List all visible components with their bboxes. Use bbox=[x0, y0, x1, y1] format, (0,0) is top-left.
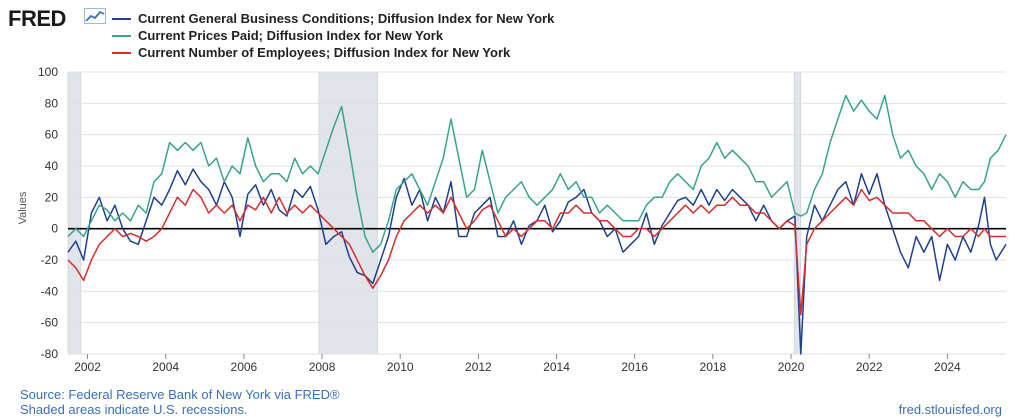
legend-swatch bbox=[112, 17, 131, 20]
y-axis-label: Values bbox=[17, 191, 29, 224]
x-tick-label: 2004 bbox=[152, 360, 179, 374]
y-tick-label: -80 bbox=[41, 347, 59, 361]
y-tick-label: -20 bbox=[41, 253, 59, 267]
legend-label: Current General Business Conditions; Dif… bbox=[138, 11, 555, 26]
y-tick-label: 60 bbox=[45, 128, 59, 142]
chart-footer: Source: Federal Reserve Bank of New York… bbox=[20, 387, 340, 417]
recession-note: Shaded areas indicate U.S. recessions. bbox=[20, 402, 248, 417]
x-tick-label: 2020 bbox=[778, 360, 805, 374]
y-tick-label: 0 bbox=[51, 222, 58, 236]
legend-item-business-conditions[interactable]: Current General Business Conditions; Dif… bbox=[112, 10, 554, 27]
y-axis: 100 80 60 40 20 0 -20 -40 -60 -80 bbox=[38, 65, 58, 361]
x-tick-label: 2006 bbox=[231, 360, 258, 374]
legend-label: Current Number of Employees; Diffusion I… bbox=[138, 45, 511, 60]
x-tick-label: 2018 bbox=[700, 360, 727, 374]
x-tick-label: 2010 bbox=[387, 360, 414, 374]
y-tick-label: -40 bbox=[41, 284, 59, 298]
y-tick-label: 20 bbox=[45, 190, 59, 204]
site-link[interactable]: fred.stlouisfed.org bbox=[898, 402, 1002, 417]
y-tick-label: 80 bbox=[45, 96, 59, 110]
x-tick-label: 2016 bbox=[621, 360, 648, 374]
chart-legend: Current General Business Conditions; Dif… bbox=[112, 10, 554, 61]
x-tick-label: 2012 bbox=[465, 360, 492, 374]
fred-logo: FRED bbox=[8, 6, 66, 31]
x-tick-label: 2024 bbox=[934, 360, 961, 374]
series-line-0 bbox=[67, 168, 1007, 355]
legend-swatch bbox=[112, 51, 131, 54]
line-chart-icon bbox=[84, 8, 106, 29]
x-tick-label: 2014 bbox=[543, 360, 570, 374]
series-lines bbox=[67, 94, 1007, 355]
legend-label: Current Prices Paid; Diffusion Index for… bbox=[138, 28, 444, 43]
x-tick-label: 2022 bbox=[856, 360, 883, 374]
y-tick-label: 100 bbox=[38, 65, 58, 79]
legend-item-prices-paid[interactable]: Current Prices Paid; Diffusion Index for… bbox=[112, 27, 554, 44]
x-tick-label: 2008 bbox=[309, 360, 336, 374]
series-line-2 bbox=[67, 188, 1006, 316]
legend-item-employees[interactable]: Current Number of Employees; Diffusion I… bbox=[112, 44, 554, 61]
source-link[interactable]: Source: Federal Reserve Bank of New York… bbox=[20, 387, 340, 402]
y-tick-label: -60 bbox=[41, 316, 59, 330]
recession-band bbox=[67, 71, 82, 355]
y-tick-label: 40 bbox=[45, 159, 59, 173]
x-axis: 2002 2004 2006 2008 2010 2012 2014 2016 2018 2020… bbox=[74, 354, 961, 374]
recession-band bbox=[318, 71, 378, 355]
x-tick-label: 2002 bbox=[74, 360, 101, 374]
series-line-1 bbox=[67, 94, 1007, 253]
legend-swatch bbox=[112, 34, 131, 37]
